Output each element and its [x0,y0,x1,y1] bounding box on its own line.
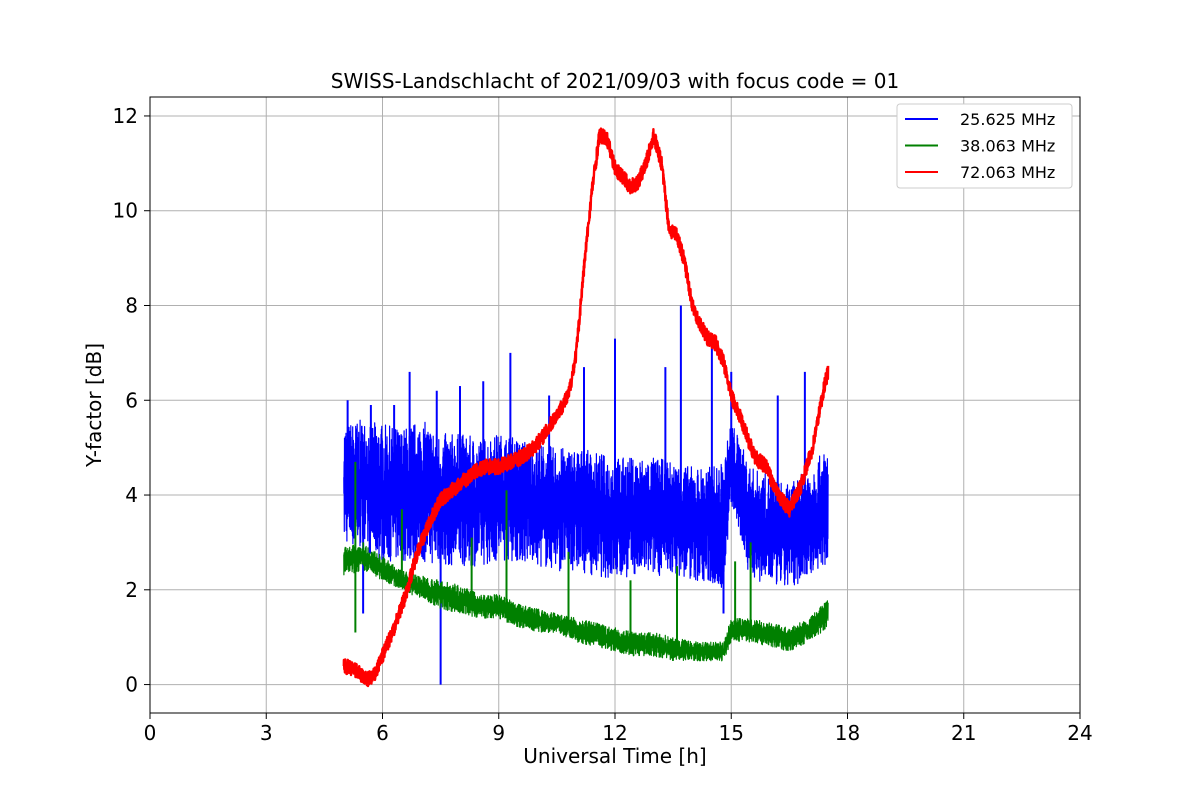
y-tick-label: 2 [125,578,138,602]
y-tick-label: 4 [125,483,138,507]
y-tick-label: 0 [125,673,138,697]
x-tick-label: 21 [951,721,976,745]
y-tick-label: 10 [113,199,138,223]
y-tick-label: 6 [125,388,138,412]
y-tick-label: 12 [113,104,138,128]
legend: 25.625 MHz 38.063 MHz 72.063 MHz [896,103,1073,189]
x-tick-label: 15 [719,721,744,745]
y-tick-label: 8 [125,293,138,317]
series-1 [343,305,829,685]
legend-label: 25.625 MHz [960,110,1055,129]
x-tick-label: 6 [376,721,389,745]
series-2 [343,461,829,662]
chart-title: SWISS-Landschlacht of 2021/09/03 with fo… [331,69,899,93]
series-layer [342,127,830,688]
x-tick-label: 0 [144,721,157,745]
legend-box [896,103,1073,189]
legend-label: 38.063 MHz [960,137,1055,156]
x-tick-label: 12 [602,721,627,745]
x-tick-label: 9 [492,721,505,745]
series-3 [342,127,830,688]
series-line [343,542,829,662]
x-tick-label: 24 [1067,721,1092,745]
series-line [342,127,830,688]
x-tick-label: 18 [835,721,860,745]
series-line [343,419,829,588]
x-axis-title: Universal Time [h] [523,744,706,768]
x-tick-label: 3 [260,721,273,745]
legend-label: 72.063 MHz [960,163,1055,182]
y-axis-title: Y-factor [dB] [82,343,106,468]
